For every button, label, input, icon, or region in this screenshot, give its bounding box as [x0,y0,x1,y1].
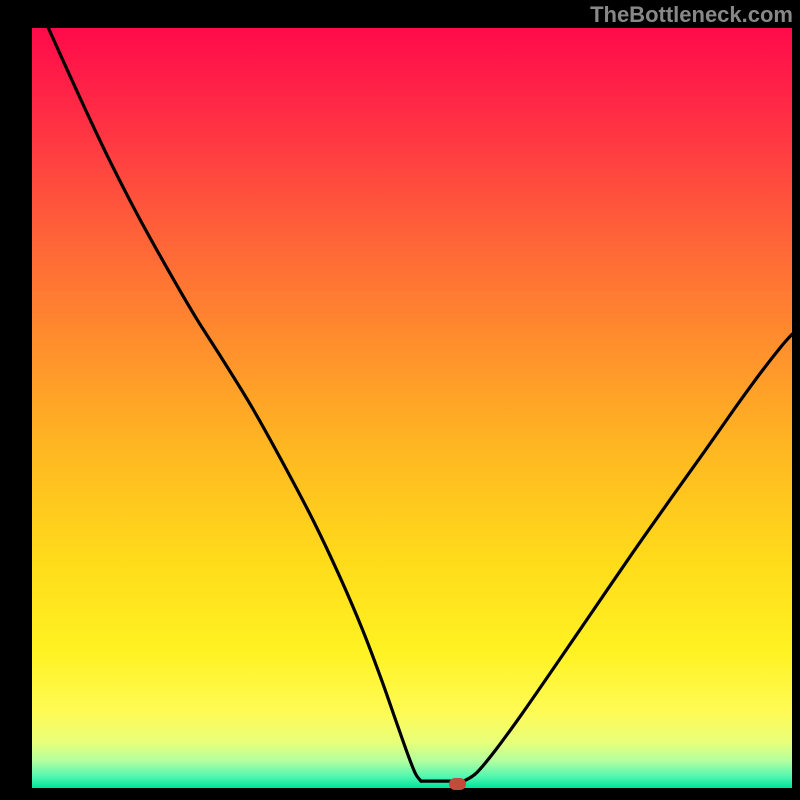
minimum-marker [449,778,466,790]
curve-right-branch [464,334,792,781]
curve-left-branch [48,28,421,781]
bottleneck-curve [32,28,792,788]
watermark-text: TheBottleneck.com [590,2,793,28]
plot-area [32,28,792,788]
